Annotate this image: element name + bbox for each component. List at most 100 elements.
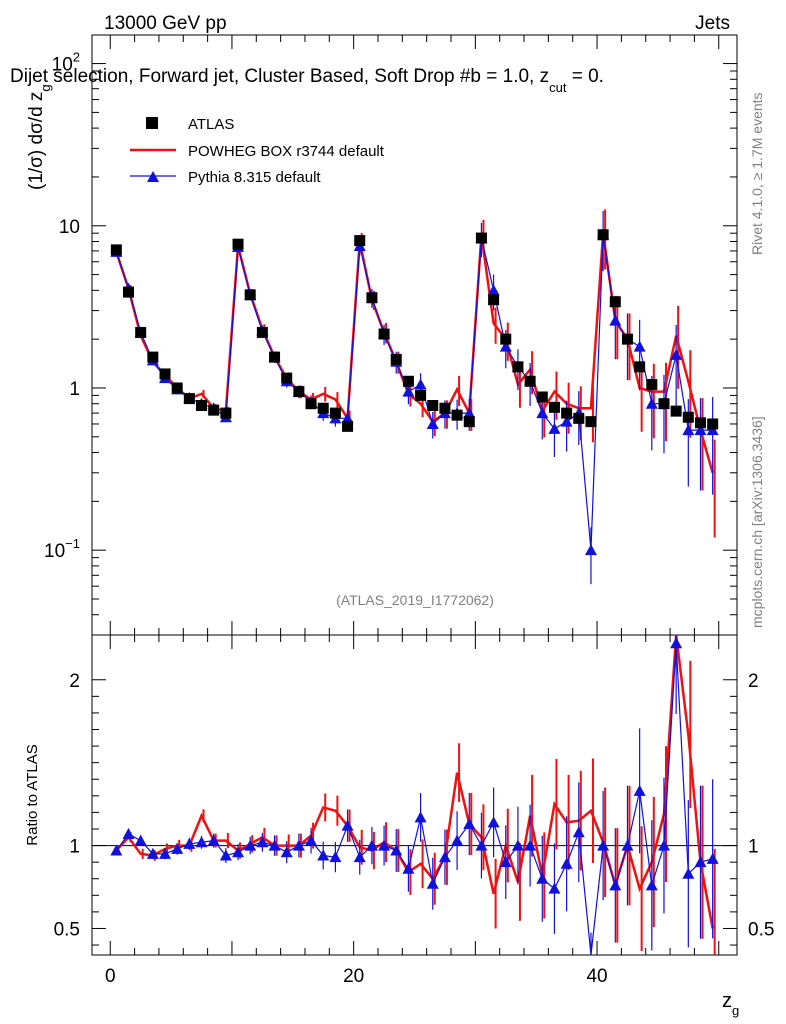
pythia-marker xyxy=(341,412,354,424)
atlas-marker xyxy=(707,418,719,430)
atlas-marker xyxy=(573,412,585,424)
mcplots-label: mcplots.cern.ch [arXiv:1306.3436] xyxy=(749,416,765,628)
legend: ATLAS POWHEG BOX r3744 default Pythia 8.… xyxy=(130,116,385,186)
pythia-marker xyxy=(536,407,549,419)
ratio-series xyxy=(110,634,719,956)
atlas-marker xyxy=(670,405,682,417)
ratio-pythia-marker xyxy=(353,851,366,863)
main-y-axis-label-sub: g xyxy=(38,84,53,91)
plot-title-tail: = 0. xyxy=(566,66,604,87)
legend-powheg-label: POWHEG BOX r3744 default xyxy=(188,143,385,160)
x-tick-label: 0 xyxy=(105,966,116,987)
pythia-marker xyxy=(609,314,622,326)
atlas-marker xyxy=(329,407,341,419)
atlas-marker xyxy=(694,417,706,429)
atlas-marker xyxy=(378,328,390,340)
x-tick-label: 20 xyxy=(343,966,364,987)
plot-title-main: Dijet selection, Forward jet, Cluster Ba… xyxy=(10,66,549,87)
ratio-pythia-marker xyxy=(244,839,257,851)
atlas-marker xyxy=(512,361,524,373)
ratio-pythia-marker xyxy=(146,847,159,859)
pythia-marker xyxy=(670,348,683,360)
ratio-pythia-marker xyxy=(621,839,634,851)
ratio-pythia-marker xyxy=(511,839,524,851)
atlas-marker xyxy=(256,326,268,338)
atlas-marker xyxy=(135,326,147,338)
ratio-pythia-marker xyxy=(183,837,196,849)
pythia-marker xyxy=(694,424,707,436)
ratio-pythia-marker xyxy=(292,839,305,851)
ratio-pythia-marker xyxy=(670,637,683,649)
atlas-marker xyxy=(220,407,232,419)
pythia-marker xyxy=(463,407,476,419)
ratio-pythia-marker xyxy=(171,842,184,854)
atlas-marker xyxy=(159,368,171,380)
pythia-marker xyxy=(426,417,439,429)
pythia-line xyxy=(115,234,713,551)
ratio-pythia-marker xyxy=(378,839,391,851)
pythia-marker xyxy=(548,422,561,434)
pythia-marker xyxy=(487,284,500,296)
plot-title-sub: cut xyxy=(549,80,567,95)
legend-atlas-marker xyxy=(146,117,158,129)
ratio-pythia-marker xyxy=(487,816,500,828)
ratio-pythia-marker xyxy=(524,839,537,851)
ratio-pythia-marker xyxy=(548,882,561,894)
pythia-marker xyxy=(499,340,512,352)
pythia-marker xyxy=(682,424,695,436)
main-series xyxy=(110,209,719,585)
atlas-marker xyxy=(354,235,366,247)
atlas-marker xyxy=(317,402,329,414)
ratio-pythia-marker xyxy=(195,836,208,848)
atlas-marker xyxy=(634,361,646,373)
ratio-y-tick-label-left: 1 xyxy=(69,837,80,858)
pythia-marker xyxy=(633,340,646,352)
atlas-marker xyxy=(451,409,463,421)
atlas-marker xyxy=(585,416,597,428)
atlas-marker xyxy=(561,407,573,419)
rivet-version-label: Rivet 4.1.0, ≥ 1.7M events xyxy=(749,92,765,255)
powheg-line xyxy=(115,233,714,474)
pythia-marker xyxy=(584,544,597,556)
atlas-marker xyxy=(524,375,536,387)
atlas-marker xyxy=(621,333,633,345)
atlas-marker xyxy=(123,286,135,298)
atlas-marker xyxy=(427,399,439,411)
ratio-pythia-marker xyxy=(159,847,172,859)
ratio-pythia-marker xyxy=(426,877,439,889)
atlas-marker xyxy=(196,399,208,411)
ratio-pythia-marker xyxy=(341,819,354,831)
ratio-pythia-marker xyxy=(682,867,695,879)
atlas-marker xyxy=(208,404,220,416)
ratio-pythia-marker xyxy=(694,856,707,868)
atlas-marker xyxy=(366,292,378,304)
ratio-pythia-marker xyxy=(536,872,549,884)
ratio-pythia-marker xyxy=(122,827,135,839)
ratio-y-tick-label-left: 2 xyxy=(69,671,80,692)
ratio-pythia-marker xyxy=(645,879,658,891)
atlas-marker xyxy=(183,393,195,405)
atlas-marker xyxy=(548,401,560,413)
ratio-pythia-marker xyxy=(463,818,476,830)
ratio-pythia-marker xyxy=(305,834,318,846)
main-y-axis-label-main: (1/σ) dσ/d z xyxy=(26,92,47,190)
atlas-marker xyxy=(305,398,317,410)
ratio-pythia-marker xyxy=(365,839,378,851)
ratio-pythia-marker xyxy=(475,839,488,851)
ratio-pythia-line xyxy=(115,643,713,956)
main-y-tick-label: 10 xyxy=(59,217,80,238)
ratio-pythia-marker xyxy=(280,846,293,858)
atlas-marker xyxy=(390,353,402,365)
atlas-marker xyxy=(232,238,244,250)
ratio-powheg-line xyxy=(115,634,714,929)
pythia-marker xyxy=(706,424,719,436)
main-y-tick-label: 10−1 xyxy=(44,536,80,562)
atlas-marker xyxy=(597,229,609,241)
process-label: Jets xyxy=(695,13,730,34)
ratio-pythia-marker xyxy=(402,862,415,874)
atlas-marker xyxy=(682,411,694,423)
x-axis-label: zg xyxy=(722,990,739,1018)
atlas-marker xyxy=(110,244,122,256)
pythia-marker xyxy=(560,415,573,427)
ratio-pythia-marker xyxy=(597,839,610,851)
